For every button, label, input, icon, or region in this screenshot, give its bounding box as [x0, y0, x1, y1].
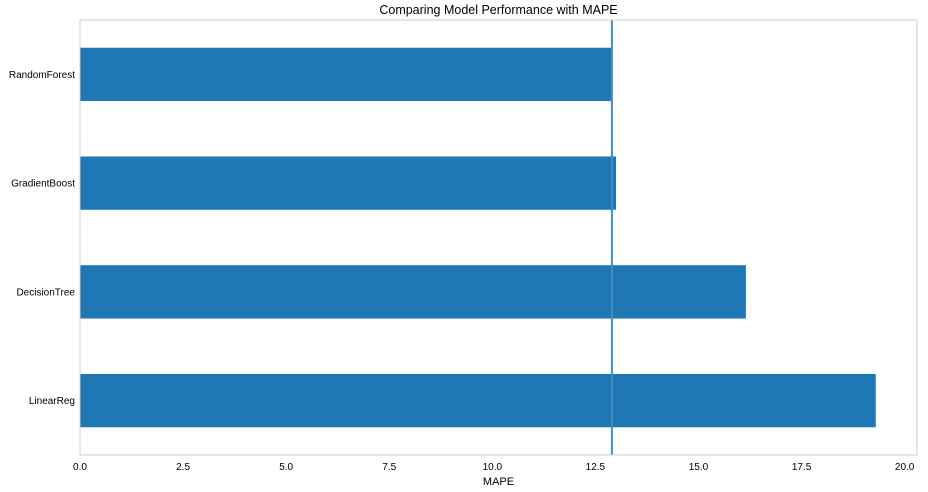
- x-tick-label: 10.0: [483, 462, 503, 473]
- y-axis-labels: RandomForest GradientBoost DecisionTree Lin…: [9, 70, 76, 407]
- x-tick-label: 2.5: [176, 462, 190, 473]
- bar-gradientboost: [80, 156, 616, 209]
- bar-linearreg: [80, 374, 876, 427]
- bar-decisiontree: [80, 265, 746, 318]
- y-tick-label-gradientboost: GradientBoost: [11, 179, 75, 190]
- x-tick-label: 15.0: [689, 462, 709, 473]
- y-tick-label-decisiontree: DecisionTree: [16, 287, 75, 298]
- x-tick-label: 0.0: [73, 462, 87, 473]
- chart-title: Comparing Model Performance with MAPE: [379, 3, 617, 17]
- x-tick-label: 20.0: [895, 462, 915, 473]
- x-axis-label: MAPE: [483, 476, 514, 488]
- x-tick-label: 7.5: [382, 462, 396, 473]
- x-tick-label: 5.0: [279, 462, 293, 473]
- x-axis-ticks: 0.0 2.5 5.0 7.5 10.0 12.5 15.0 17.5 20.0: [73, 462, 915, 473]
- x-tick-label: 12.5: [586, 462, 606, 473]
- bar-randomforest: [80, 48, 612, 101]
- x-tick-label: 17.5: [792, 462, 812, 473]
- y-tick-label-randomforest: RandomForest: [9, 70, 75, 81]
- y-tick-label-linearreg: LinearReg: [29, 396, 75, 407]
